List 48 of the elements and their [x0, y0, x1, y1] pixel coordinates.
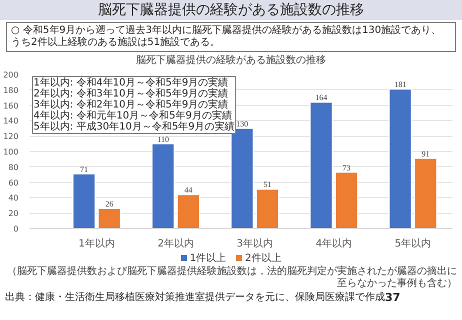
- data-label: 130: [236, 119, 248, 128]
- chart-title: 脳死下臓器提供の経験がある施設数の推移: [136, 54, 326, 68]
- bar: [72, 173, 96, 228]
- data-label: 181: [394, 80, 406, 90]
- data-label: 164: [315, 93, 328, 102]
- y-tick-label: 0: [13, 224, 19, 234]
- y-tick-label: 180: [3, 86, 19, 95]
- data-label: 26: [105, 199, 114, 208]
- data-label: 73: [342, 163, 351, 172]
- annotation: 4年以内: 令和元年10月～令和5年9月の実績: [34, 110, 232, 122]
- y-tick-label: 120: [3, 132, 19, 142]
- y-tick-label: 40: [8, 194, 19, 203]
- x-tick-label: 1年以内: [78, 238, 115, 250]
- bar: [310, 102, 333, 228]
- x-tick-label: 4年以内: [316, 238, 352, 250]
- annotation: 3年以内: 令和2年10月～令和5年9月の実績: [34, 98, 228, 110]
- bar: [414, 158, 438, 228]
- y-tick-label: 60: [8, 178, 19, 188]
- legend-label: 2件以上: [244, 253, 282, 264]
- x-tick-label: 2年以内: [158, 238, 194, 250]
- data-label: 110: [157, 134, 169, 144]
- data-label: 91: [422, 149, 430, 158]
- chart-title: 脳死下臓器提供の経験がある施設数の推移: [98, 2, 364, 18]
- x-tick-label: 5年以内: [394, 238, 432, 250]
- bar: [152, 143, 175, 228]
- bar: [388, 88, 412, 228]
- y-tick-label: 20: [8, 209, 19, 218]
- data-label: 71: [80, 164, 88, 174]
- annotation: 2年以内: 令和3年10月～令和5年9月の実績: [34, 88, 228, 100]
- bar: [256, 188, 280, 228]
- y-tick-label: 100: [3, 148, 19, 156]
- x-tick-label: 3年以内: [236, 238, 274, 250]
- y-tick-label: 80: [8, 162, 19, 172]
- y-tick-label: 200: [3, 70, 19, 80]
- bar: [176, 194, 200, 228]
- annotation: 5年以内: 平成30年10月～令和5年9月の実績: [34, 120, 235, 132]
- data-label: 44: [184, 186, 192, 195]
- annotation: 1年以内: 令和4年10月～令和5年9月の実績: [34, 76, 228, 88]
- data-label: 51: [263, 180, 272, 190]
- y-tick-label: 160: [3, 101, 19, 110]
- text: 37: [385, 291, 400, 304]
- bar: [98, 208, 121, 228]
- chart-subtitle: ○ 令和5年9月から遡って過去3年以内に脳死下臓器提供の経験がある施設数は130施設であり、うち2件以上経験のある施設は51施設である。: [11, 25, 442, 49]
- source-note: 出典：健康・生活衛生局移植医療対策推進室提供データを元に、保険局医療課で作成: [5, 292, 385, 303]
- legend-label: 1件以上: [190, 253, 226, 264]
- text: （脳死下臓器提供数および脳死下臓器提供経験施設数は，法的脳死判定が実施されたが臓器の摘出に至らなかった事例も含む）: [6, 266, 457, 290]
- y-tick-label: 140: [3, 116, 19, 126]
- bar: [334, 172, 358, 228]
